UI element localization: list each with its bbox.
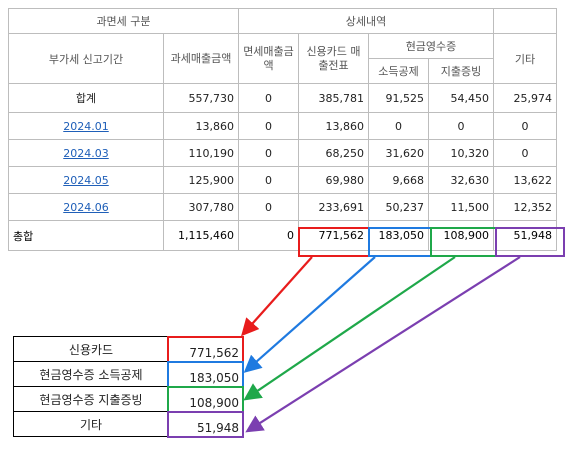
row-taxable: 13,860 (163, 112, 239, 140)
period-link[interactable]: 2024.01 (8, 112, 164, 140)
summary-row: 현금영수증 지출증빙 108,900 (13, 386, 244, 412)
summary-label-income: 현금영수증 소득공제 (13, 361, 169, 387)
total-taxable: 1,115,460 (163, 220, 239, 251)
tax-detail-table: 과면세 구분 상세내역 부가세 신고기간 과세매출금액 면세매출금액 신용카드 … (8, 8, 557, 251)
total-expense: 108,900 (428, 220, 494, 251)
row-card: 69,980 (298, 166, 369, 194)
row-expense: 32,630 (428, 166, 494, 194)
sum-expense: 54,450 (428, 83, 494, 113)
total-label: 총합 (8, 220, 164, 251)
grand-total-row: 총합 1,115,460 0 771,562 183,050 108,900 5… (8, 220, 557, 251)
row-card: 233,691 (298, 193, 369, 221)
sum-taxable: 557,730 (163, 83, 239, 113)
row-income: 0 (368, 112, 429, 140)
row-taxable: 110,190 (163, 139, 239, 167)
summary-value-card: 771,562 (168, 336, 244, 362)
row-taxable: 307,780 (163, 193, 239, 221)
header-category: 과면세 구분 (8, 8, 239, 34)
col-period: 부가세 신고기간 (8, 33, 164, 84)
row-income: 9,668 (368, 166, 429, 194)
col-income-deduction: 소득공제 (368, 58, 429, 84)
summary-label-other: 기타 (13, 411, 169, 437)
sum-row: 합계 557,730 0 385,781 91,525 54,450 25,97… (8, 83, 557, 113)
col-other: 기타 (493, 33, 557, 84)
header-detail: 상세내역 (238, 8, 494, 34)
row-card: 68,250 (298, 139, 369, 167)
row-other: 12,352 (493, 193, 557, 221)
header-cash-receipt: 현금영수증 (368, 33, 494, 59)
arrow-card (241, 256, 313, 337)
summary-row: 신용카드 771,562 (13, 336, 244, 362)
total-card: 771,562 (298, 220, 369, 251)
sum-label: 합계 (8, 83, 164, 113)
summary-row: 현금영수증 소득공제 183,050 (13, 361, 244, 387)
summary-value-income: 183,050 (168, 361, 244, 387)
total-other: 51,948 (493, 220, 557, 251)
summary-label-card: 신용카드 (13, 336, 169, 362)
sum-income: 91,525 (368, 83, 429, 113)
arrow-other (245, 256, 521, 433)
table-row: 2024.01 13,860 0 13,860 0 0 0 (8, 112, 557, 140)
col-card: 신용카드 매출전표 (298, 33, 369, 84)
arrow-income (243, 256, 376, 373)
row-expense: 0 (428, 112, 494, 140)
summary-value-expense: 108,900 (168, 386, 244, 412)
table-row: 2024.03 110,190 0 68,250 31,620 10,320 0 (8, 139, 557, 167)
period-link[interactable]: 2024.05 (8, 166, 164, 194)
row-other: 13,622 (493, 166, 557, 194)
row-card: 13,860 (298, 112, 369, 140)
arrow-expense (243, 256, 456, 401)
row-other: 0 (493, 139, 557, 167)
row-exempt: 0 (238, 193, 299, 221)
sum-other: 25,974 (493, 83, 557, 113)
row-income: 31,620 (368, 139, 429, 167)
period-link[interactable]: 2024.03 (8, 139, 164, 167)
row-other: 0 (493, 112, 557, 140)
table-row: 2024.05 125,900 0 69,980 9,668 32,630 13… (8, 166, 557, 194)
